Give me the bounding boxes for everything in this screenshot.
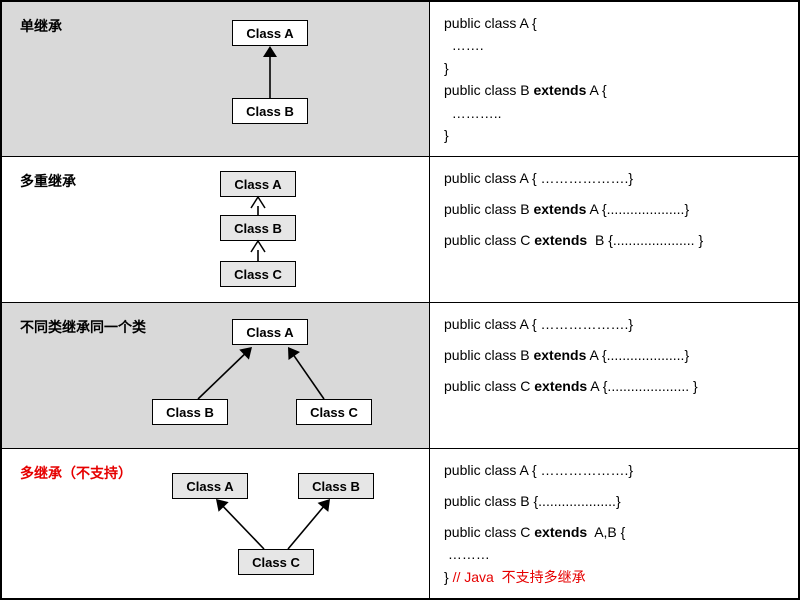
code-text: public class A { ……………….} — [444, 170, 633, 186]
table-row: 单继承Class AClass Bpublic class A { …….}pu… — [2, 2, 798, 157]
code-cell: public class A { ……………….} public class B… — [430, 157, 798, 302]
code-cell: public class A { ……………….} public class B… — [430, 449, 798, 598]
code-text: public class A { — [444, 15, 537, 31]
class-box: Class B — [298, 473, 374, 499]
code-text: public class A { ……………….} — [444, 462, 633, 478]
diagram-cell: 多重继承 Class A Class B Class C — [2, 157, 430, 302]
code-text: A { — [586, 82, 606, 98]
code-line — [444, 221, 784, 229]
table-row: 不同类继承同一个类 Class A Class B Class C public cla… — [2, 303, 798, 449]
class-box: Class B — [152, 399, 228, 425]
code-line — [444, 366, 784, 374]
code-line: public class B extends A {..............… — [444, 198, 784, 220]
code-text: public class B {....................} — [444, 493, 621, 509]
inheritance-table: 单继承Class AClass Bpublic class A { …….}pu… — [0, 0, 800, 600]
code-text: public class B — [444, 82, 533, 98]
code-line: } // Java 不支持多继承 — [444, 566, 784, 588]
code-line: public class A { ……………….} — [444, 167, 784, 189]
code-text: public class C — [444, 524, 534, 540]
code-line: public class C extends A {..............… — [444, 375, 784, 397]
code-line: ……… — [444, 543, 784, 565]
code-line — [444, 190, 784, 198]
code-text: public class B — [444, 347, 533, 363]
code-text: extends — [533, 201, 586, 217]
code-cell: public class A { …….} public class B exte… — [430, 2, 798, 156]
code-line: public class B extends A {..............… — [444, 344, 784, 366]
diagram-cell: 多继承（不支持） Class A Class B Class C — [2, 449, 430, 598]
row-title: 单继承 — [20, 16, 62, 36]
diagram-cell: 单继承 Class A Class B — [2, 2, 430, 156]
code-text: A {....................} — [586, 347, 689, 363]
class-box: Class A — [232, 319, 308, 345]
code-text: } — [444, 127, 449, 143]
class-box: Class A — [172, 473, 248, 499]
arrow-layer — [2, 2, 429, 156]
code-text: B {..................... } — [587, 232, 703, 248]
code-line: public class B {....................} — [444, 490, 784, 512]
class-box: Class A — [220, 171, 296, 197]
table-row: 多重继承 Class A Class B Class C public class A … — [2, 157, 798, 303]
code-text: A {..................... } — [587, 378, 698, 394]
code-line — [444, 482, 784, 490]
row-title: 多重继承 — [20, 171, 76, 191]
code-line: public class B extends A { — [444, 79, 784, 101]
class-box: Class A — [232, 20, 308, 46]
class-box: Class C — [296, 399, 372, 425]
code-text: ……… — [444, 546, 490, 562]
code-text: A {....................} — [586, 201, 689, 217]
code-line: } — [444, 57, 784, 79]
class-box: Class C — [238, 549, 314, 575]
code-text: extends — [533, 82, 586, 98]
class-box: Class B — [220, 215, 296, 241]
code-line: ……. — [444, 34, 784, 56]
code-text: extends — [534, 378, 587, 394]
code-text: } — [444, 569, 453, 585]
code-line: public class A { ……………….} — [444, 459, 784, 481]
code-text: ……….. — [444, 105, 502, 121]
code-text: A,B { — [587, 524, 625, 540]
code-text: public class C — [444, 232, 534, 248]
code-line: public class A { — [444, 12, 784, 34]
row-title: 多继承（不支持） — [20, 463, 132, 483]
code-text: extends — [534, 232, 587, 248]
class-box: Class C — [220, 261, 296, 287]
code-line: public class C extends B {..............… — [444, 229, 784, 251]
code-line: public class A { ……………….} — [444, 313, 784, 335]
code-line — [444, 336, 784, 344]
code-text: } — [444, 60, 449, 76]
code-text: ……. — [444, 37, 484, 53]
class-box: Class B — [232, 98, 308, 124]
table-row: 多继承（不支持） Class A Class B Class C public clas… — [2, 449, 798, 598]
code-cell: public class A { ……………….} public class B… — [430, 303, 798, 448]
code-text: extends — [533, 347, 586, 363]
row-title: 不同类继承同一个类 — [20, 317, 146, 337]
code-text: extends — [534, 524, 587, 540]
code-text: // Java 不支持多继承 — [453, 569, 586, 585]
code-line: ……….. — [444, 102, 784, 124]
code-text: public class B — [444, 201, 533, 217]
code-text: public class A { ……………….} — [444, 316, 633, 332]
diagram-cell: 不同类继承同一个类 Class A Class B Class C — [2, 303, 430, 448]
code-line: } — [444, 124, 784, 146]
code-line: public class C extends A,B { — [444, 521, 784, 543]
code-line — [444, 512, 784, 520]
code-text: public class C — [444, 378, 534, 394]
